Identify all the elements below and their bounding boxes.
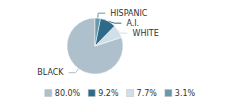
svg-text:HISPANIC: HISPANIC	[110, 9, 148, 18]
svg-text:3.1%: 3.1%	[175, 89, 196, 98]
svg-text:80.0%: 80.0%	[55, 89, 81, 98]
svg-text:WHITE: WHITE	[133, 29, 159, 38]
svg-text:9.2%: 9.2%	[98, 89, 119, 98]
svg-text:A.I.: A.I.	[126, 19, 139, 28]
svg-text:BLACK: BLACK	[37, 68, 64, 77]
svg-text:7.7%: 7.7%	[137, 89, 158, 98]
